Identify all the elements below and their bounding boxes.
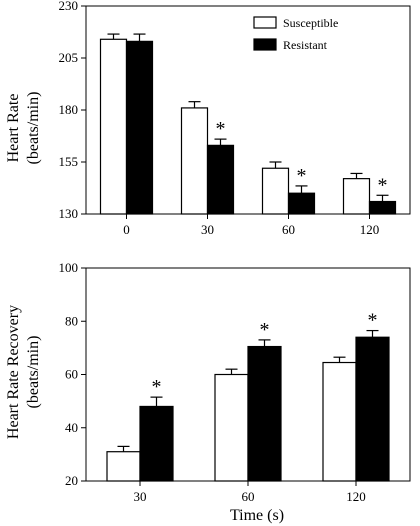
bar-resistant bbox=[355, 336, 390, 482]
bar-resistant bbox=[125, 40, 154, 215]
x-tick-label: 60 bbox=[242, 489, 255, 504]
y-tick-label: 60 bbox=[65, 367, 78, 382]
bar-susceptible bbox=[261, 167, 290, 215]
x-tick-label: 30 bbox=[201, 222, 214, 237]
heart-rate-recovery-chart: Heart Rate Recovery (beats/min) Time (s)… bbox=[5, 260, 411, 524]
bar-susceptible bbox=[342, 178, 371, 215]
top-y-axis-label-line2: (beats/min) bbox=[25, 92, 42, 165]
significance-marker: * bbox=[216, 118, 226, 140]
bottom-y-axis-label-line2: (beats/min) bbox=[25, 336, 42, 409]
x-tick-label: 0 bbox=[123, 222, 130, 237]
top-y-axis-label-line1: Heart Rate bbox=[5, 94, 22, 163]
y-tick-label: 180 bbox=[59, 102, 79, 117]
legend-swatch-susceptible bbox=[253, 16, 277, 29]
bar-susceptible bbox=[106, 451, 141, 482]
y-tick-label: 205 bbox=[59, 50, 79, 65]
x-tick-label: 120 bbox=[360, 222, 380, 237]
bar-susceptible bbox=[322, 361, 357, 482]
y-tick-label: 40 bbox=[65, 420, 78, 435]
heart-rate-chart: Heart Rate (beats/min) 130 155 180 205 230 0 3… bbox=[5, 0, 411, 237]
bar-susceptible bbox=[180, 107, 209, 215]
y-tick-label: 155 bbox=[59, 154, 79, 169]
bar-susceptible bbox=[99, 38, 128, 215]
bar-resistant bbox=[139, 405, 174, 482]
significance-marker: * bbox=[378, 174, 388, 196]
x-tick-label: 60 bbox=[282, 222, 295, 237]
y-tick-label: 20 bbox=[65, 473, 78, 488]
significance-marker: * bbox=[152, 376, 162, 398]
legend-label-susceptible: Susceptible bbox=[283, 16, 338, 30]
x-axis-label: Time (s) bbox=[230, 507, 284, 524]
y-tick-label: 100 bbox=[59, 260, 79, 275]
y-tick-label: 230 bbox=[59, 0, 79, 13]
significance-marker: * bbox=[368, 310, 378, 332]
legend-swatch-resistant bbox=[253, 38, 277, 51]
bar-resistant bbox=[368, 200, 397, 215]
x-tick-label: 120 bbox=[346, 489, 366, 504]
bar-resistant bbox=[287, 192, 316, 215]
x-tick-label: 30 bbox=[134, 489, 147, 504]
significance-marker: * bbox=[297, 165, 307, 187]
bar-resistant bbox=[206, 144, 235, 215]
y-tick-label: 130 bbox=[59, 206, 79, 221]
y-tick-label: 80 bbox=[65, 313, 78, 328]
bottom-y-axis-label-line1: Heart Rate Recovery bbox=[5, 305, 22, 439]
significance-marker: * bbox=[260, 319, 270, 341]
legend-label-resistant: Resistant bbox=[283, 38, 328, 52]
bar-susceptible bbox=[214, 373, 249, 482]
bar-resistant bbox=[247, 345, 282, 482]
